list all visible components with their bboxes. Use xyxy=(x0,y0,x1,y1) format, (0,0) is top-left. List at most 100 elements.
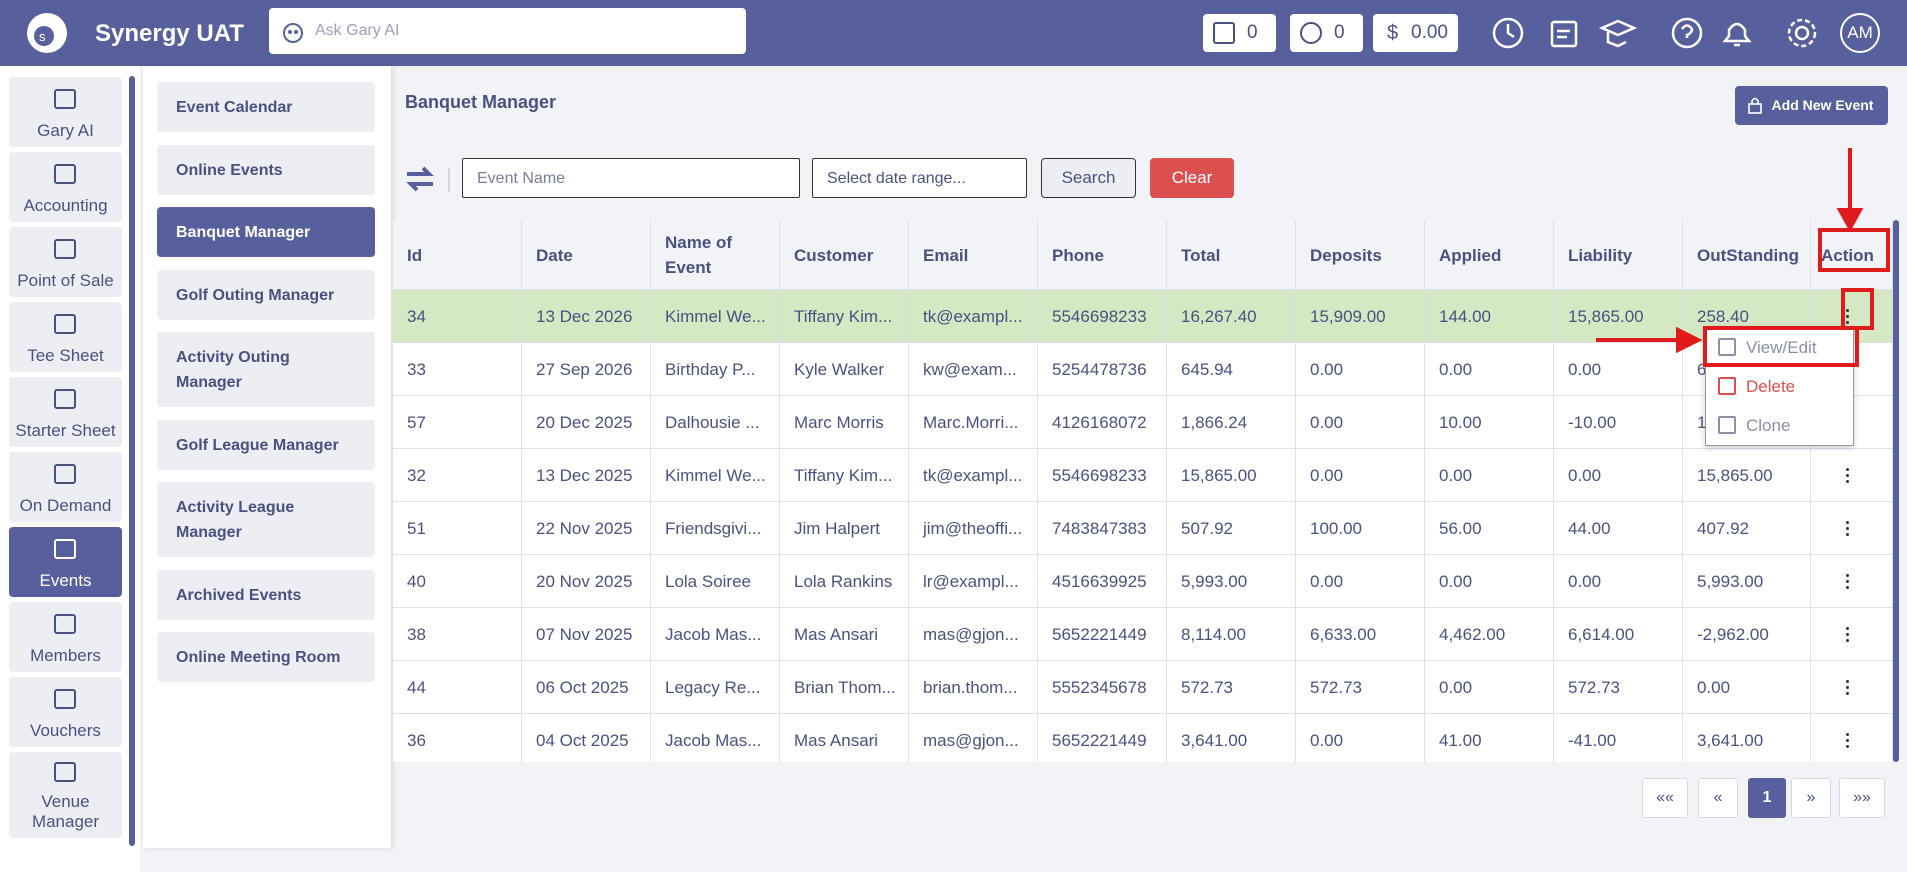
table-cell: 144.00 xyxy=(1425,290,1554,343)
table-cell: 0.00 xyxy=(1425,343,1554,396)
submenu-item[interactable]: Golf Outing Manager xyxy=(157,270,375,320)
table-cell: 34 xyxy=(393,290,522,343)
ask-gary-input[interactable]: Ask Gary AI xyxy=(269,8,746,54)
sidebar-item[interactable]: Starter Sheet xyxy=(9,377,122,447)
table-cell: Friendsgivi... xyxy=(651,502,780,555)
table-cell: Brian Thom... xyxy=(780,661,909,714)
table-cell: 3,641.00 xyxy=(1683,714,1811,762)
sidebar-item[interactable]: Members xyxy=(9,602,122,672)
table-cell: tk@exampl... xyxy=(909,449,1038,502)
sidebar-scrollbar xyxy=(129,76,135,846)
kebab-button[interactable] xyxy=(1811,714,1893,762)
action-menu-item[interactable]: Clone xyxy=(1746,416,1791,435)
sidebar-item[interactable]: Vouchers xyxy=(9,677,122,747)
table-cell: 0.00 xyxy=(1554,343,1683,396)
sidebar-item[interactable]: Tee Sheet xyxy=(9,302,122,372)
refresh-icon[interactable] xyxy=(403,162,453,196)
sidebar-item[interactable]: On Demand xyxy=(9,452,122,522)
submenu-item[interactable]: Online Meeting Room xyxy=(157,632,375,682)
ai-icon xyxy=(283,23,303,43)
counter[interactable]: $0.00 xyxy=(1373,14,1458,52)
kebab-button[interactable] xyxy=(1811,555,1893,608)
table-cell: 5652221449 xyxy=(1038,608,1167,661)
table-cell: 6,633.00 xyxy=(1296,608,1425,661)
sidebar-label: Accounting xyxy=(23,196,108,215)
submenu-item[interactable]: Archived Events xyxy=(157,570,375,620)
submenu-item[interactable]: Online Events xyxy=(157,145,375,195)
page-button[interactable]: » xyxy=(1791,778,1831,818)
kebab-dot xyxy=(1846,580,1849,583)
table-cell: 0.00 xyxy=(1296,396,1425,449)
kebab-button[interactable] xyxy=(1811,661,1893,714)
submenu-item[interactable]: Banquet Manager xyxy=(157,207,375,257)
submenu-item[interactable]: Activity Outing Manager xyxy=(157,332,375,407)
grad-icon[interactable] xyxy=(1598,19,1638,48)
counter-value: 0 xyxy=(1247,22,1258,43)
table-cell: 258.40 xyxy=(1683,290,1811,343)
sidebar-label: Vouchers xyxy=(30,721,101,740)
table-cell: 572.73 xyxy=(1554,661,1683,714)
table-row xyxy=(393,502,1893,555)
kebab-button[interactable] xyxy=(1811,608,1893,661)
events-table: Id Date Name of Event Customer Email Phone Tot… xyxy=(393,220,1893,762)
table-cell: 10.00 xyxy=(1425,396,1554,449)
table-cell: 0.00 xyxy=(1296,714,1425,762)
sidebar-item[interactable]: Events xyxy=(9,527,122,597)
column-header: Applied xyxy=(1425,220,1554,290)
bell-icon[interactable] xyxy=(1722,22,1752,47)
table-cell: 0.00 xyxy=(1683,661,1811,714)
gear-icon[interactable] xyxy=(1787,18,1817,48)
avatar[interactable]: AM xyxy=(1840,13,1880,53)
lock-icon xyxy=(1748,97,1762,114)
table-cell: Legacy Re... xyxy=(651,661,780,714)
column-header: Deposits xyxy=(1296,220,1425,290)
table-cell: 4516639925 xyxy=(1038,555,1167,608)
table-cell: 4126168072 xyxy=(1038,396,1167,449)
table-cell: -41.00 xyxy=(1554,714,1683,762)
column-header: Customer xyxy=(780,220,909,290)
date-range-input[interactable]: Select date range... xyxy=(812,158,1027,198)
table-cell: 04 Oct 2025 xyxy=(522,714,651,762)
table-row xyxy=(393,290,1893,343)
sidebar-icon xyxy=(54,539,76,559)
sidebar-label: Starter Sheet xyxy=(15,421,116,440)
table-cell: 1,866.24 xyxy=(1167,396,1296,449)
table-cell: Lola Rankins xyxy=(780,555,909,608)
clear-button[interactable]: Clear xyxy=(1150,158,1234,198)
submenu-item[interactable]: Activity League Manager xyxy=(157,482,375,557)
clock-icon[interactable] xyxy=(1492,17,1524,49)
search-button[interactable]: Search xyxy=(1041,158,1136,198)
sidebar-item[interactable]: Accounting xyxy=(9,152,122,222)
kebab-button[interactable] xyxy=(1811,502,1893,555)
sidebar-item[interactable]: Venue Manager xyxy=(9,752,122,838)
submenu-item[interactable]: Event Calendar xyxy=(157,82,375,132)
action-menu-item[interactable]: Delete xyxy=(1746,377,1796,396)
table-cell: 40 xyxy=(393,555,522,608)
notes-icon[interactable] xyxy=(1550,20,1578,48)
page-button[interactable]: « xyxy=(1698,778,1738,818)
event-name-input[interactable]: Event Name xyxy=(462,158,800,198)
table-cell: 0.00 xyxy=(1425,661,1554,714)
counter-value: 0.00 xyxy=(1411,22,1448,43)
counter-value: 0 xyxy=(1334,22,1345,43)
sidebar-item[interactable]: Point of Sale xyxy=(9,227,122,297)
kebab-button[interactable] xyxy=(1811,449,1893,502)
page-title: Banquet Manager xyxy=(405,92,557,112)
kebab-dot xyxy=(1846,633,1849,636)
submenu-item[interactable]: Golf League Manager xyxy=(157,420,375,470)
page-button[interactable]: «« xyxy=(1642,778,1688,818)
table-cell: 20 Nov 2025 xyxy=(522,555,651,608)
counter[interactable]: 0 xyxy=(1203,14,1276,52)
page-button[interactable]: »» xyxy=(1839,778,1885,818)
table-cell: 5,993.00 xyxy=(1167,555,1296,608)
kebab-dot xyxy=(1846,321,1849,324)
sidebar-icon xyxy=(54,314,76,334)
counter[interactable]: 0 xyxy=(1290,14,1363,52)
help-icon[interactable] xyxy=(1671,17,1703,49)
table-cell: brian.thom... xyxy=(909,661,1038,714)
sidebar-item[interactable]: Gary AI xyxy=(9,77,122,147)
table-cell: 56.00 xyxy=(1425,502,1554,555)
page-button[interactable]: 1 xyxy=(1748,778,1786,818)
table-cell: 32 xyxy=(393,449,522,502)
table-cell: Mas Ansari xyxy=(780,608,909,661)
